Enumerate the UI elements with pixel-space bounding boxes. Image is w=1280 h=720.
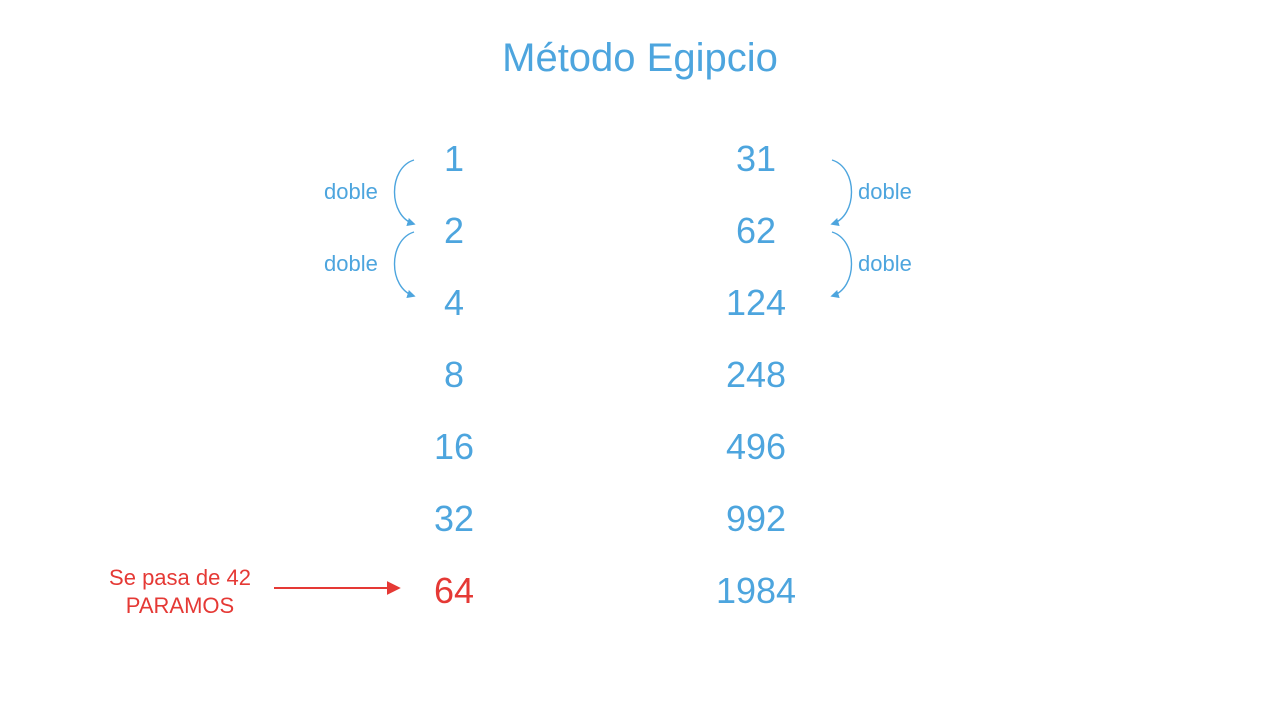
stop-note-line2: PARAMOS: [70, 592, 290, 620]
right-col-value: 496: [686, 426, 826, 468]
stop-note: Se pasa de 42 PARAMOS: [70, 564, 290, 620]
right-col-value: 31: [686, 138, 826, 180]
right-col-value: 992: [686, 498, 826, 540]
doble-label-left: doble: [324, 251, 378, 277]
left-col-value: 64: [384, 570, 524, 612]
left-col-value: 1: [384, 138, 524, 180]
left-col-value: 4: [384, 282, 524, 324]
left-col-value: 8: [384, 354, 524, 396]
left-col-value: 16: [384, 426, 524, 468]
left-col-value: 32: [384, 498, 524, 540]
doble-label-right: doble: [858, 251, 912, 277]
doble-label-left: doble: [324, 179, 378, 205]
right-col-value: 62: [686, 210, 826, 252]
left-col-value: 2: [384, 210, 524, 252]
page-title: Método Egipcio: [0, 36, 1280, 81]
right-col-value: 1984: [686, 570, 826, 612]
doble-label-right: doble: [858, 179, 912, 205]
right-col-value: 248: [686, 354, 826, 396]
right-col-value: 124: [686, 282, 826, 324]
stop-note-line1: Se pasa de 42: [70, 564, 290, 592]
